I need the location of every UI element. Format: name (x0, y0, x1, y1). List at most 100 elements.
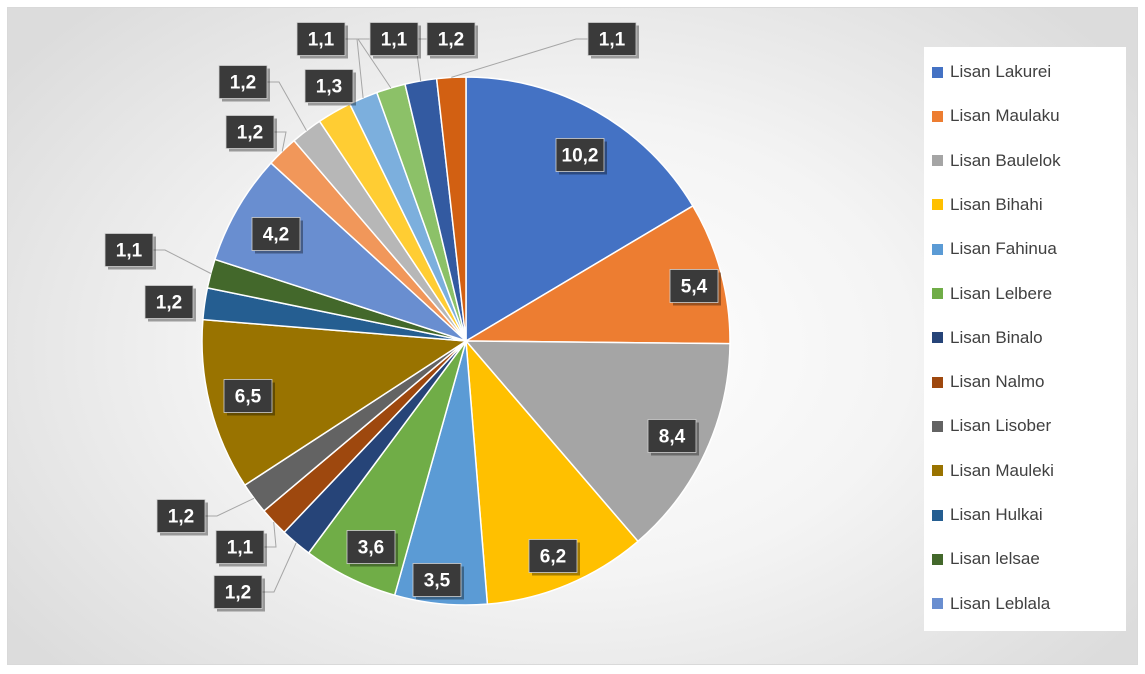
pie-slice-unlabeled-19 (435, 76, 467, 342)
legend-swatch (932, 332, 943, 344)
legend-label: Lisan Bihahi (950, 194, 1043, 214)
legend-item: Lisan Nalmo (932, 370, 1045, 394)
data-label-text: 4,2 (263, 225, 289, 246)
legend-item: Lisan Binalo (932, 326, 1043, 350)
data-label-lisan-fahinua: 3,5 (412, 563, 464, 600)
pie-slice-lisan-bihahi (465, 338, 640, 605)
data-label-text: 1,2 (156, 293, 182, 314)
pie-slice-lisan-leblala (213, 161, 467, 342)
legend-item: Lisan lelsae (932, 547, 1040, 571)
data-label-lisan-mauleki: 6,5 (223, 379, 275, 416)
legend-item: Lisan Fahinua (932, 237, 1057, 261)
leader-line-unlabeled-14 (267, 81, 307, 131)
data-label-text: 1,2 (438, 30, 464, 51)
legend-swatch (932, 243, 943, 255)
legend-label: Lisan Lisober (950, 416, 1052, 436)
legend-label: Lisan Hulkai (950, 505, 1043, 524)
data-label-text: 3,6 (358, 538, 384, 559)
legend-label: Lisan Nalmo (950, 372, 1045, 392)
data-label-text: 1,2 (230, 73, 256, 94)
legend-item: Lisan Mauleki (932, 459, 1054, 483)
legend-item: Lisan Lelbere (932, 282, 1052, 306)
data-label-lisan-bihahi: 6,2 (528, 539, 580, 576)
legend-swatch (932, 598, 943, 610)
legend-swatch (932, 66, 943, 78)
data-label-unlabeled-14: 1,2 (218, 65, 270, 102)
data-label-lisan-maulaku: 5,4 (669, 269, 721, 306)
leader-line-unlabeled-19 (451, 38, 588, 78)
pie-slice-lisan-baulelok (464, 340, 731, 543)
data-label-unlabeled-15: 1,3 (304, 69, 356, 106)
legend-swatch (932, 288, 943, 299)
data-label-text: 8,4 (659, 427, 686, 448)
leader-line-lisan-ielsae (153, 249, 212, 274)
leader-line-lisan-nalmo (264, 521, 277, 548)
data-label-lisan-lakurei: 10,2 (555, 138, 607, 175)
legend-swatch (932, 110, 943, 122)
legend-item: Lisan Maulaku (932, 104, 1060, 128)
leader-line-lisan-lisober (205, 497, 255, 517)
legend-label: Lisan Lakurei (950, 62, 1052, 81)
data-label-unlabeled-13: 1,2 (225, 115, 277, 152)
legend-label: Lisan Mauleki (950, 460, 1054, 480)
data-label-text: 1,1 (599, 30, 626, 51)
data-label-unlabeled-18: 1,2 (426, 22, 478, 59)
data-label-lisan-binalo: 1,2 (213, 575, 265, 612)
data-label-text: 1,1 (381, 30, 408, 51)
leader-line-unlabeled-13 (274, 131, 287, 152)
legend-swatch (932, 509, 943, 521)
legend-swatch (932, 465, 943, 477)
legend-label: Lisan Baulelok (950, 150, 1061, 170)
leader-lines (153, 38, 588, 593)
data-label-text: 1,1 (116, 241, 143, 262)
data-label-lisan-baulelok: 8,4 (647, 419, 699, 456)
legend-label: Lisan Maulaku (950, 106, 1060, 126)
data-label-unlabeled-17: 1,1 (369, 22, 421, 59)
legend-item: Lisan Leblala (932, 592, 1050, 616)
leader-line-lisan-binalo (262, 542, 297, 593)
data-labels: 10,2 5,4 8,4 6,2 3,5 3,6 1,2 1,1 1,2 6,5 1,2 1,1 4,2… (104, 22, 721, 612)
legend: Lisan Lakurei Lisan Maulaku Lisan Baulelok… (924, 47, 1126, 631)
data-label-unlabeled-16: 1,1 (296, 22, 348, 59)
data-label-lisan-hulkai: 1,2 (144, 285, 196, 322)
data-label-text: 1,2 (237, 123, 263, 144)
legend-label: Lisan Fahinua (950, 239, 1057, 259)
data-label-lisan-lelbere: 3,6 (346, 530, 398, 567)
data-label-text: 10,2 (562, 146, 599, 167)
data-label-text: 1,2 (168, 507, 194, 528)
legend-swatch (932, 376, 943, 388)
data-label-text: 1,2 (225, 583, 251, 604)
legend-swatch (932, 199, 943, 211)
pie-slice-lisan-lakurei (465, 76, 694, 343)
data-label-text: 5,4 (681, 277, 708, 298)
legend-label: Lisan Leblala (950, 593, 1051, 613)
data-label-unlabeled-19: 1,1 (587, 22, 639, 59)
legend-item: Lisan Hulkai (932, 503, 1043, 527)
data-label-text: 1,1 (308, 30, 335, 51)
legend-label: Lisan Binalo (950, 327, 1043, 347)
data-label-text: 1,1 (227, 538, 254, 559)
legend-label: Lisan Lelbere (950, 283, 1053, 303)
pie-slice-lisan-maulaku (463, 204, 731, 345)
data-label-lisan-nalmo: 1,1 (215, 530, 267, 567)
data-label-text: 1,3 (316, 77, 342, 98)
data-label-text: 6,5 (235, 387, 262, 408)
pie-slices (201, 76, 731, 606)
data-label-lisan-ielsae: 1,1 (104, 233, 156, 270)
legend-item: Lisan Baulelok (932, 149, 1061, 173)
legend-item: Lisan Lisober (932, 414, 1051, 438)
data-label-lisan-leblala: 4,2 (251, 217, 303, 254)
legend-swatch (932, 420, 943, 432)
legend-item: Lisan Lakurei (932, 60, 1051, 84)
leader-line-unlabeled-17 (357, 38, 392, 89)
pie-slice-lisan-mauleki (201, 318, 469, 487)
legend-item: Lisan Bihahi (932, 193, 1043, 217)
legend-label: Lisan lelsae (950, 549, 1040, 569)
legend-swatch (932, 155, 943, 167)
leader-line-unlabeled-16 (345, 38, 364, 98)
data-label-lisan-lisober: 1,2 (156, 499, 208, 536)
legend-swatch (932, 553, 943, 565)
data-label-text: 3,5 (424, 571, 451, 592)
data-label-text: 6,2 (540, 547, 566, 568)
